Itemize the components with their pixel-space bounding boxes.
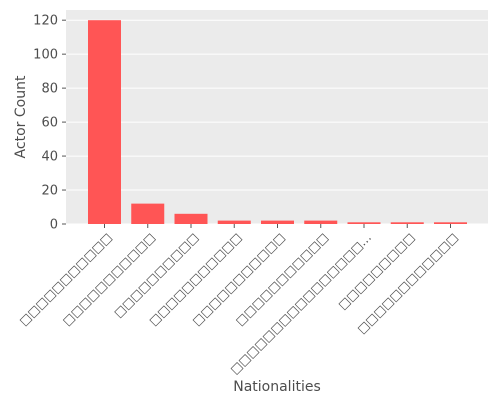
y-tick-label: 40 <box>41 150 58 165</box>
y-tick-label: 0 <box>50 218 58 233</box>
x-axis-label: Nationalities <box>233 379 321 395</box>
bar <box>217 220 251 224</box>
gridlines <box>66 19 488 225</box>
y-tick-label: 100 <box>33 48 58 63</box>
bar <box>88 20 121 224</box>
y-tick-label: 20 <box>41 184 58 199</box>
x-tick-label: □□□□□□□□□□ <box>111 230 201 320</box>
y-axis-label: Actor Count <box>13 75 29 158</box>
bar <box>390 222 424 224</box>
y-tick-label: 60 <box>41 116 58 131</box>
x-tick-label: □□□□□□□□□ <box>335 230 417 312</box>
bars <box>88 20 467 224</box>
x-axis-ticks: □□□□□□□□□□□□□□□□□□□□□□□□□□□□□□□□□□□□□□□□… <box>17 224 461 377</box>
bar <box>347 222 381 224</box>
y-axis-ticks: 0 20 40 60 80 100 120 <box>33 14 66 233</box>
y-tick-label: 80 <box>41 82 58 97</box>
y-tick-label: 120 <box>33 14 58 29</box>
bar <box>261 220 294 224</box>
bar <box>174 213 208 224</box>
bar <box>131 203 165 224</box>
plot-background <box>66 10 488 224</box>
bar <box>434 222 467 224</box>
bar <box>304 220 338 224</box>
